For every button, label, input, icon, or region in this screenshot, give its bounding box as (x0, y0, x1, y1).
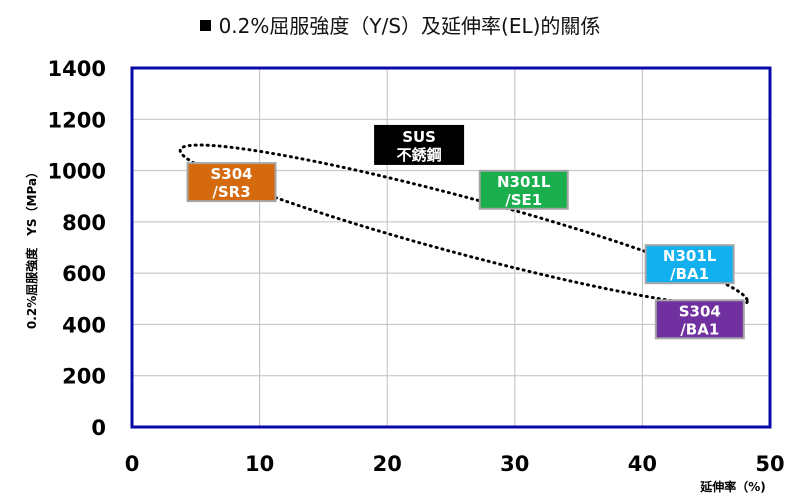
title-bullet-icon (199, 20, 211, 31)
plot-area-frame (130, 66, 772, 429)
x-tick-label: 10 (245, 452, 274, 476)
data-point-box (478, 169, 569, 210)
data-point-label: 不銹鋼 (397, 146, 442, 164)
dotted-cluster-ellipse (178, 143, 749, 308)
data-point: S304/BA1 (654, 299, 745, 340)
data-point-label: S304 (210, 165, 252, 183)
chart-title-text: 0.2%屈服強度（Y/S）及延伸率(EL)的關係 (218, 14, 601, 38)
y-tick-label: 1000 (48, 160, 106, 184)
data-point-box (374, 124, 465, 165)
data-point-label: N301L (663, 247, 717, 265)
y-tick-label: 0 (91, 416, 106, 440)
data-point-box (186, 162, 277, 203)
data-point-box (654, 299, 745, 340)
x-tick-label: 20 (373, 452, 402, 476)
x-tick-label: 50 (755, 452, 784, 476)
x-axis-ticks: 0 10 20 30 40 50 (125, 452, 785, 476)
data-point-label: N301L (497, 173, 551, 191)
chart-title: 0.2%屈服強度（Y/S）及延伸率(EL)的關係 (0, 10, 800, 39)
data-point-label: /BA1 (680, 320, 719, 338)
y-tick-label: 400 (62, 313, 106, 337)
data-point: N301L/BA1 (644, 244, 735, 285)
x-axis-label: 延伸率（%) (699, 479, 766, 494)
data-point-box (644, 244, 735, 285)
data-point-label: /SR3 (212, 183, 250, 201)
x-tick-label: 30 (500, 452, 529, 476)
data-point-label: /SE1 (505, 191, 542, 209)
x-tick-label: 0 (125, 452, 140, 476)
data-point: S304/SR3 (186, 162, 277, 203)
y-tick-label: 600 (62, 262, 106, 286)
data-point-label: SUS (402, 128, 436, 146)
data-point-label: S304 (679, 302, 721, 320)
data-point: N301L/SE1 (478, 169, 569, 210)
y-tick-label: 800 (62, 211, 106, 235)
y-axis-ticks: 0 200 400 600 800 1000 1200 1400 (48, 57, 106, 440)
y-tick-label: 1200 (48, 108, 106, 132)
x-tick-label: 40 (628, 452, 657, 476)
data-point-label: /BA1 (670, 265, 709, 283)
y-tick-label: 200 (62, 365, 106, 389)
y-tick-label: 1400 (48, 57, 106, 81)
y-axis-label: 0.2%屈服強度 YS（MPa） (24, 166, 39, 329)
